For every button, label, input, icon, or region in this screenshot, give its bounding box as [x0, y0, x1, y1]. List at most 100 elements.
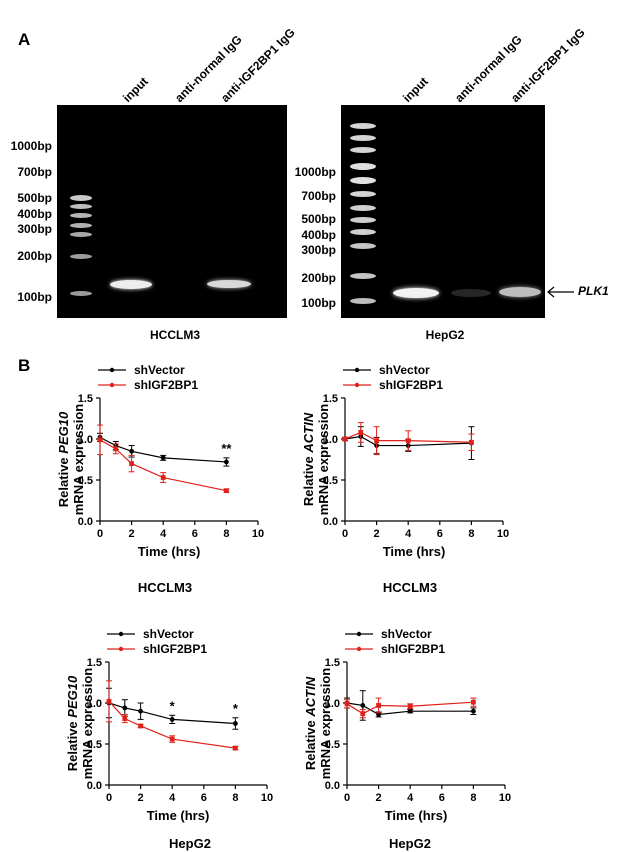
ladder-band	[70, 204, 92, 209]
data-point	[138, 723, 143, 729]
legend-label: shIGF2BP1	[134, 378, 198, 392]
data-point	[407, 708, 413, 714]
chart-hcclm3-peg10: 0.0 0.5 1.0 1.5 0 2 4 6 8 10 Time (hrs) Relative PE…	[56, 363, 264, 559]
data-point	[224, 459, 229, 465]
legend-marker	[118, 631, 124, 637]
data-point	[360, 711, 366, 717]
y-tick-label: 1.5	[78, 393, 93, 405]
ladder-band	[350, 243, 376, 249]
ladder-band	[350, 205, 376, 211]
x-tick-label: 2	[376, 792, 382, 804]
data-point	[471, 708, 476, 714]
ladder-band	[70, 213, 92, 218]
chart-title-hepg2-peg10: HepG2	[169, 836, 211, 851]
normal-igg-band	[451, 289, 491, 297]
gel-title-hcclm3: HCCLM3	[150, 328, 200, 342]
gel2-marker-400bp: 400bp	[301, 228, 336, 242]
gel-image-hepg2	[341, 105, 545, 318]
legend-marker	[354, 382, 360, 388]
ladder-band	[350, 191, 376, 197]
y-tick-label: 1.0	[323, 434, 338, 446]
ladder-band	[70, 232, 92, 237]
y-axis-label: Relative PEG10	[56, 411, 71, 507]
y-tick-label: 1.0	[78, 434, 93, 446]
gel2-marker-300bp: 300bp	[301, 243, 336, 257]
x-tick-label: 6	[201, 792, 207, 804]
x-axis-label: Time (hrs)	[147, 808, 210, 823]
data-point	[160, 475, 166, 480]
y-axis-label-gene: ACTIN	[303, 676, 318, 717]
ladder-band	[350, 123, 376, 129]
gel1-lane-label-input: input	[120, 74, 151, 105]
data-point	[344, 701, 350, 707]
x-tick-label: 0	[97, 528, 103, 540]
gel1-marker-200bp: 200bp	[17, 249, 52, 263]
plk1-label: PLK1	[578, 284, 609, 298]
data-point	[97, 437, 103, 443]
data-point	[360, 703, 366, 708]
chart-title-hcclm3-peg10: HCCLM3	[137, 580, 193, 595]
legend-label: shIGF2BP1	[379, 378, 443, 392]
data-point	[129, 461, 134, 466]
ladder-band	[70, 254, 92, 259]
series-line	[99, 439, 227, 492]
legend-label: shIGF2BP1	[381, 642, 445, 656]
ladder-band	[70, 195, 92, 201]
data-point	[129, 448, 134, 454]
data-point	[160, 455, 166, 461]
legend-marker	[356, 646, 362, 652]
igf2bp1-band	[499, 287, 541, 297]
gel1-marker-500bp: 500bp	[17, 191, 52, 205]
data-point	[471, 699, 476, 705]
x-axis-label: Time (hrs)	[138, 544, 201, 559]
ladder-band	[350, 298, 376, 304]
gel2-marker-700bp: 700bp	[301, 189, 336, 203]
gel2-marker-1000bp: 1000bp	[294, 165, 336, 179]
y-tick-label: 0.5	[323, 475, 338, 487]
data-point	[113, 446, 119, 452]
y-axis-label-prefix: Relative	[56, 454, 71, 507]
data-point	[169, 736, 175, 742]
y-axis-label-prefix: Relative	[303, 717, 318, 770]
chart-hepg2-actin: 0.0 0.5 1.0 1.5 0 2 4 6 8 10 Time (hrs) Relative AC…	[303, 627, 511, 823]
gel2-marker-200bp: 200bp	[301, 271, 336, 285]
ladder-band	[70, 291, 92, 296]
ladder-band	[350, 177, 376, 184]
legend-label: shVector	[381, 627, 432, 641]
ladder-band	[350, 163, 376, 170]
gel2-marker-100bp: 100bp	[301, 296, 336, 310]
legend-marker	[356, 631, 362, 637]
chart-title-hepg2-actin: HepG2	[389, 836, 431, 851]
data-point	[122, 716, 128, 721]
legend-marker	[354, 367, 360, 373]
y-tick-label: 0.5	[87, 739, 102, 751]
plk1-arrow-icon	[547, 286, 574, 298]
x-tick-label: 10	[497, 528, 509, 540]
panel-label-b: B	[18, 356, 31, 375]
gel1-marker-400bp: 400bp	[17, 207, 52, 221]
x-tick-label: 6	[437, 528, 443, 540]
y-tick-label: 1.0	[325, 698, 340, 710]
data-point	[122, 705, 128, 711]
x-tick-label: 2	[138, 792, 144, 804]
x-axis-label: Time (hrs)	[383, 544, 446, 559]
data-point	[342, 436, 348, 442]
input-band	[110, 280, 152, 289]
chart-hepg2-peg10: 0.0 0.5 1.0 1.5 0 2 4 6 8 10 Time (hrs) Relative PE…	[65, 627, 273, 823]
y-axis-label: Relative ACTIN	[301, 412, 316, 506]
data-point	[106, 698, 112, 704]
chart-hcclm3-actin: 0.0 0.5 1.0 1.5 0 2 4 6 8 10 Time (hrs) Relative AC…	[301, 363, 509, 559]
y-tick-label: 0.0	[325, 780, 340, 792]
gel2-marker-500bp: 500bp	[301, 212, 336, 226]
x-tick-label: 0	[106, 792, 112, 804]
data-point	[224, 488, 229, 494]
y-axis-label-gene: ACTIN	[301, 412, 316, 453]
data-point	[374, 438, 379, 444]
y-tick-label: 0.0	[323, 516, 338, 528]
gel-title-hepg2: HepG2	[425, 328, 465, 342]
x-tick-label: 6	[192, 528, 198, 540]
y-tick-label: 1.5	[325, 657, 340, 669]
gel1-marker-700bp: 700bp	[17, 165, 52, 179]
ladder-band	[350, 135, 376, 141]
gel1-marker-300bp: 300bp	[17, 222, 52, 236]
